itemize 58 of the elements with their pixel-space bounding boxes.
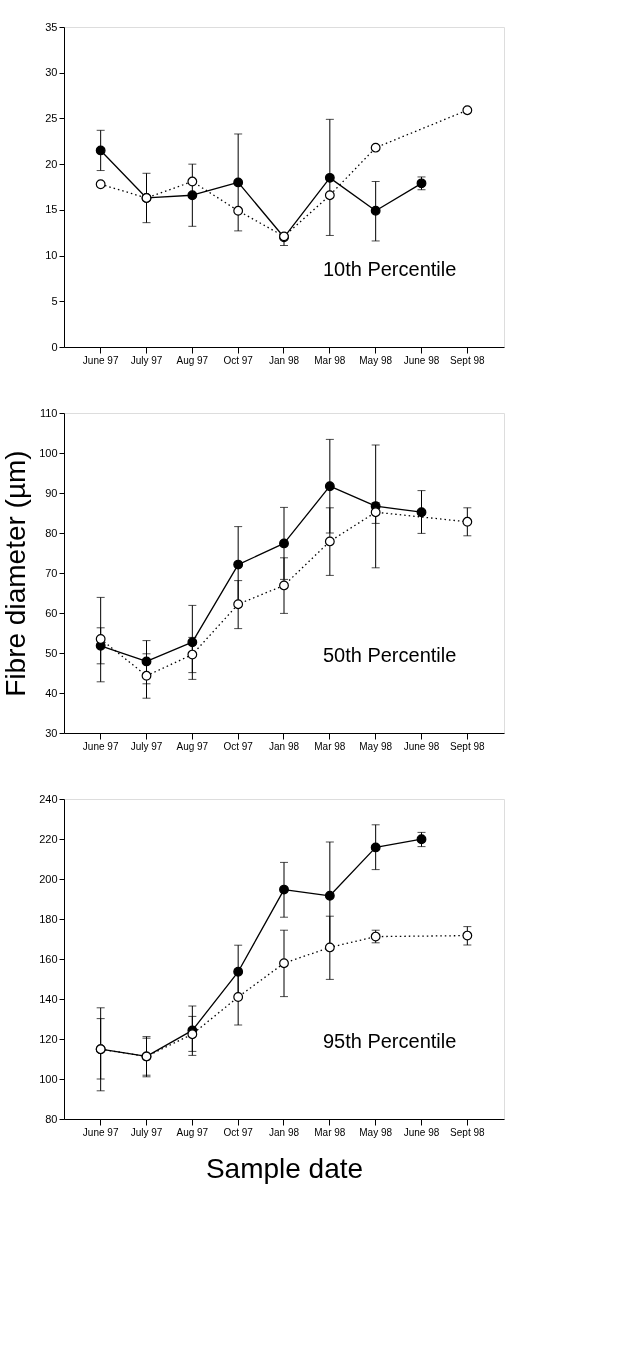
x-tick-label: Mar 98 <box>314 740 346 752</box>
annotation: 10th Percentile <box>322 258 457 281</box>
y-tick-label: 10 <box>45 249 58 262</box>
x-tick-label: Sept 98 <box>450 1126 485 1138</box>
x-tick-label: Oct 97 <box>223 1126 254 1138</box>
annotation: 50th Percentile <box>322 644 457 667</box>
y-tick-label: 80 <box>45 1112 58 1125</box>
y-tick-label: 30 <box>45 66 58 79</box>
x-tick-label: May 98 <box>359 354 393 366</box>
x-tick-label: July 97 <box>130 740 163 752</box>
x-tick-label: Aug 97 <box>176 354 209 366</box>
x-tick-label: Mar 98 <box>314 354 346 366</box>
x-tick-label: June 97 <box>82 1126 119 1138</box>
y-tick-label: 110 <box>39 406 58 419</box>
x-tick-label: June 97 <box>82 354 119 366</box>
y-tick-label: 80 <box>45 526 58 539</box>
y-tick-label: 240 <box>39 792 58 805</box>
x-tick-label: June 97 <box>82 740 119 752</box>
y-tick-label: 0 <box>51 340 58 353</box>
y-tick-label: 180 <box>39 912 58 925</box>
x-tick-label: Aug 97 <box>176 1126 209 1138</box>
x-tick-label: July 97 <box>130 354 163 366</box>
x-tick-label: May 98 <box>359 1126 393 1138</box>
x-tick-label: June 98 <box>403 740 440 752</box>
x-tick-label: Mar 98 <box>314 1126 346 1138</box>
y-tick-label: 60 <box>45 606 58 619</box>
y-tick-label: 40 <box>45 686 58 699</box>
x-tick-label: June 98 <box>403 1126 440 1138</box>
y-tick-label: 15 <box>45 203 58 216</box>
y-tick-label: 5 <box>51 294 58 307</box>
y-tick-label: 100 <box>39 446 58 459</box>
y-tick-label: 25 <box>45 111 58 124</box>
annotation: 95th Percentile <box>322 1030 457 1053</box>
x-tick-label: Jan 98 <box>268 354 300 366</box>
x-tick-label: July 97 <box>130 1126 163 1138</box>
y-tick-label: 70 <box>45 566 58 579</box>
y-tick-label: 120 <box>39 1032 58 1045</box>
x-tick-label: June 98 <box>403 354 440 366</box>
y-tick-label: 100 <box>39 1072 58 1085</box>
x-tick-label: May 98 <box>359 740 393 752</box>
x-tick-label: Sept 98 <box>450 354 485 366</box>
x-tick-label: Oct 97 <box>223 354 254 366</box>
y-tick-label: 160 <box>39 952 58 965</box>
y-axis-title: Fibre diameter (µm) <box>0 450 32 697</box>
y-tick-label: 220 <box>39 832 58 845</box>
y-tick-label: 50 <box>45 646 58 659</box>
y-tick-label: 90 <box>45 486 58 499</box>
x-tick-label: Jan 98 <box>268 1126 300 1138</box>
x-tick-label: Jan 98 <box>268 740 300 752</box>
y-tick-label: 200 <box>39 872 58 885</box>
y-tick-label: 140 <box>39 992 58 1005</box>
y-tick-label: 35 <box>45 20 58 33</box>
x-tick-label: Sept 98 <box>450 740 485 752</box>
x-tick-label: Oct 97 <box>223 740 254 752</box>
x-axis-title: Sample date <box>205 1152 364 1184</box>
y-tick-label: 20 <box>45 157 58 170</box>
x-tick-label: Aug 97 <box>176 740 209 752</box>
y-tick-label: 30 <box>45 726 58 739</box>
